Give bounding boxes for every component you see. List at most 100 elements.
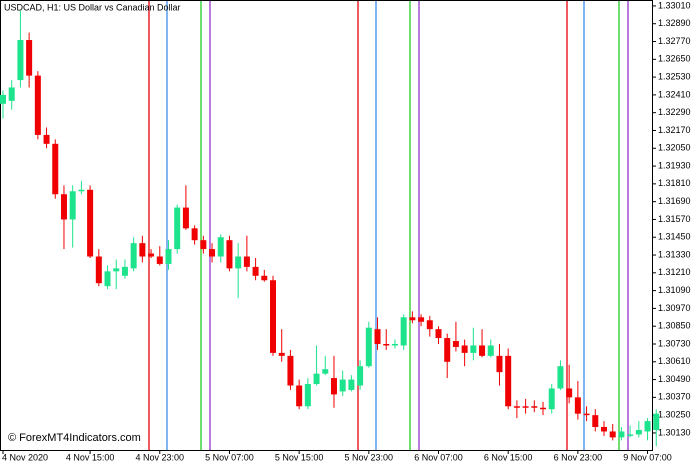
candle-body [217,237,224,257]
candle-body [139,243,146,257]
candle-body [156,256,163,264]
candle-body [296,385,303,407]
candle-body [261,275,268,281]
y-tick-label: 1.32290 [658,107,691,117]
candle-body [505,355,512,407]
y-tick-label: 1.30370 [658,392,691,402]
candle-body [330,378,337,395]
candle-body [452,341,459,347]
candle-body [383,343,390,346]
candle-body [182,207,189,229]
y-tick-label: 1.30970 [658,303,691,313]
y-tick-label: 1.33010 [658,0,691,10]
candle-body [365,327,372,367]
candle-body [479,345,486,356]
y-tick-label: 1.32530 [658,71,691,81]
candle-body [470,345,477,353]
candle-body [52,143,59,195]
x-tick-label: 4 Nov 23:00 [136,452,185,462]
candle-body [435,329,442,339]
candle-body [444,338,451,362]
candle-body [121,266,128,276]
y-tick-label: 1.30130 [658,427,691,437]
candle-body [540,407,547,410]
candle-body [130,243,137,269]
candle-body [409,317,416,321]
indicator-lines [148,1,629,450]
candle-body [635,429,642,435]
candle-body [78,189,85,192]
x-tick-label: 5 Nov 23:00 [345,452,394,462]
y-tick-label: 1.30250 [658,410,691,420]
y-tick-label: 1.31930 [658,160,691,170]
y-tick-label: 1.32410 [658,89,691,99]
candle-body [17,40,24,81]
plot-frame [0,0,653,451]
candle-body [87,189,94,257]
candle-body [148,253,155,257]
y-tick-label: 1.31810 [658,178,691,188]
candle-body [653,413,660,430]
y-tick-label: 1.32770 [658,36,691,46]
y-tick-label: 1.30730 [658,338,691,348]
candle-body [592,415,599,428]
y-tick-label: 1.31690 [658,196,691,206]
candle-body [531,406,538,408]
y-tick-label: 1.32890 [658,18,691,28]
candle-body [400,317,407,346]
y-tick-label: 1.31210 [658,267,691,277]
candle-body [348,379,355,390]
candle-body [418,317,425,322]
candle-body [600,427,607,432]
y-tick-label: 1.30490 [658,374,691,384]
candle-body [69,191,76,220]
candle-body [522,406,529,408]
x-tick-label: 6 Nov 23:00 [554,452,603,462]
candle-body [34,75,41,135]
y-tick-label: 1.31450 [658,232,691,242]
candle-body [278,352,285,356]
candle-body [618,431,625,438]
candle-body [8,87,15,101]
candle-body [174,207,181,250]
x-tick-label: 5 Nov 15:00 [275,452,324,462]
y-tick-label: 1.30610 [658,356,691,366]
y-tick-label: 1.32650 [658,54,691,64]
candle-body [209,249,216,257]
candle-body [339,379,346,392]
candle-body [461,345,468,353]
candle-body [496,355,503,373]
candle-body [574,397,581,414]
candle-body [557,366,564,389]
candle-body [252,266,259,276]
y-tick-label: 1.31090 [658,285,691,295]
candle-body [243,256,250,267]
candle-body [391,343,398,346]
candle-body [43,134,50,144]
candle-body [104,271,111,287]
candle-body [374,329,381,344]
y-tick-label: 1.32050 [658,143,691,153]
candle-body [270,280,277,353]
x-tick-label: 5 Nov 07:00 [205,452,254,462]
candle-body [357,366,364,386]
candle-body [513,406,520,408]
candle-body [26,40,33,76]
candle-body [113,268,120,272]
candle-body [426,320,433,330]
x-tick-label: 4 Nov 15:00 [66,452,115,462]
x-tick-label: 6 Nov 07:00 [414,452,463,462]
candle-body [583,413,590,416]
candle-body [609,431,616,438]
candle-body [60,194,67,220]
candle-body [644,421,651,432]
candle-body [566,388,573,398]
candle-body [0,94,6,104]
y-tick-label: 1.30850 [658,321,691,331]
y-tick-label: 1.31570 [658,214,691,224]
candle-body [235,256,242,269]
x-tick-label: 9 Nov 07:00 [623,452,672,462]
y-tick-label: 1.32170 [658,125,691,135]
candle-body [165,249,172,264]
